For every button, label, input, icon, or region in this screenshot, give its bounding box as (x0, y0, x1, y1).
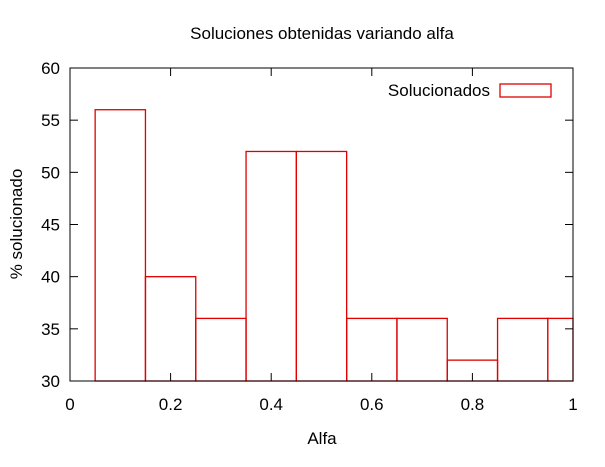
chart-title: Soluciones obtenidas variando alfa (190, 24, 454, 43)
x-axis-label: Alfa (307, 429, 337, 448)
histogram-bar (345, 317, 398, 382)
histogram-bar (396, 317, 448, 382)
y-tick-label: 60 (41, 59, 60, 78)
x-tick-label: 0.4 (259, 395, 283, 414)
y-tick-label: 35 (41, 320, 60, 339)
y-tick-label: 55 (41, 111, 60, 130)
histogram-bar (547, 317, 574, 382)
x-tick-label: 1 (568, 395, 577, 414)
histogram-bar (144, 276, 197, 382)
legend-label: Solucionados (388, 81, 490, 100)
y-axis-label: % solucionado (7, 169, 26, 280)
plot-frame (69, 67, 574, 382)
y-tick-label: 30 (41, 372, 60, 391)
x-tick-label: 0.2 (159, 395, 183, 414)
histogram-bar (496, 317, 549, 382)
histogram-bar (295, 150, 348, 382)
y-tick-label: 45 (41, 216, 60, 235)
histogram-bar (195, 317, 247, 382)
y-tick-label: 40 (41, 268, 60, 287)
y-tick-label: 50 (41, 163, 60, 182)
x-tick-labels: 0 0.2 0.4 0.6 0.8 1 (65, 395, 577, 414)
bars-layer (94, 109, 574, 382)
x-tick-label: 0.6 (360, 395, 384, 414)
legend-swatch (499, 83, 552, 98)
y-tick-labels: 30 35 40 45 50 55 60 (41, 59, 60, 391)
x-tick-label: 0.8 (461, 395, 485, 414)
histogram-bar (245, 150, 298, 382)
legend: Solucionados (388, 81, 552, 100)
histogram-bar (94, 109, 147, 382)
x-tick-label: 0 (65, 395, 74, 414)
